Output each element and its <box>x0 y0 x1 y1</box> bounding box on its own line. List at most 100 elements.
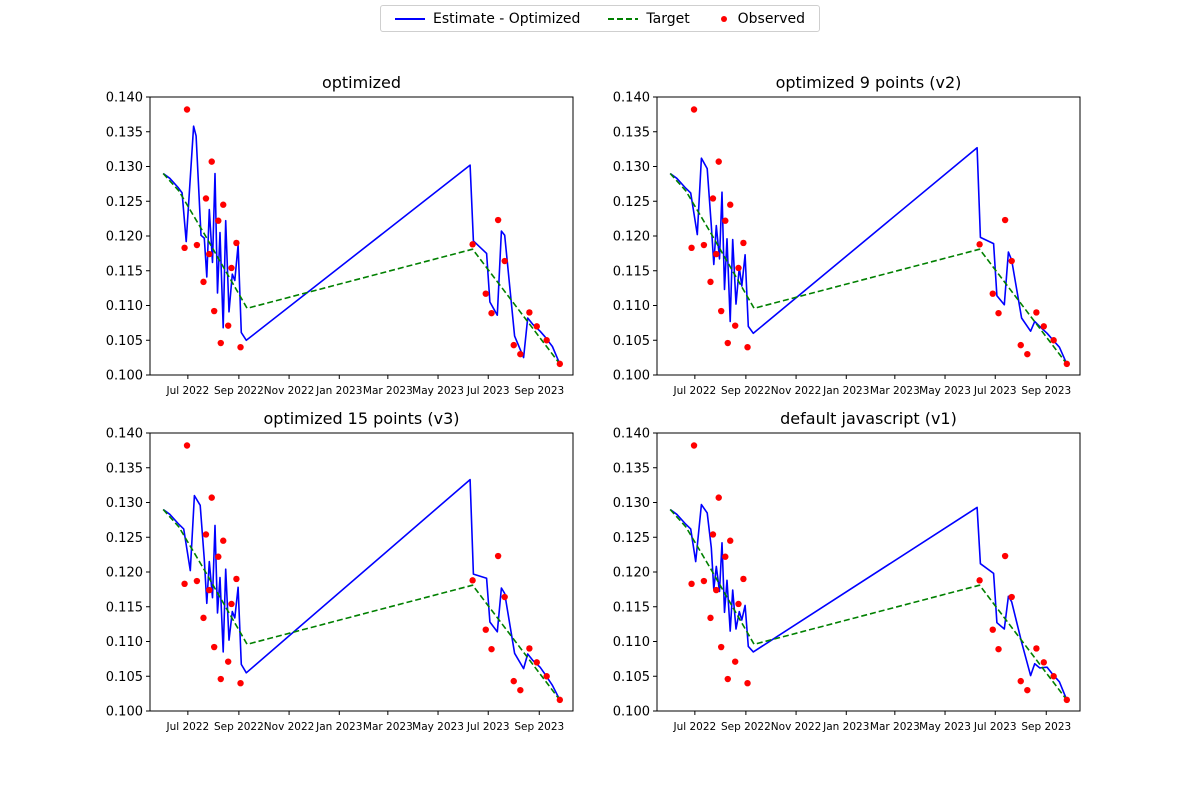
observed-point <box>543 337 550 344</box>
observed-point <box>744 344 751 351</box>
observed-point <box>482 626 489 633</box>
observed-point <box>727 201 734 208</box>
observed-point <box>193 241 201 249</box>
observed-point <box>208 494 215 501</box>
x-tick-label: Nov 2022 <box>264 721 315 733</box>
y-tick-label: 0.105 <box>106 670 143 685</box>
y-tick-label: 0.100 <box>613 705 650 720</box>
x-tick-label: Jul 2023 <box>466 721 510 733</box>
observed-point <box>1001 216 1009 224</box>
y-tick-label: 0.120 <box>613 566 650 581</box>
observed-point <box>715 158 722 165</box>
observed-point <box>1008 257 1015 265</box>
observed-point <box>224 322 232 329</box>
observed-point <box>501 593 508 601</box>
observed-point <box>510 677 517 685</box>
chart-panel-1: optimized 0.100 0.105 0.110 0.115 0.120 0.125 0… <box>106 73 574 397</box>
y-tick-label: 0.125 <box>106 531 143 546</box>
observed-point <box>210 643 218 651</box>
observed-point <box>690 442 698 449</box>
observed-point <box>688 244 695 252</box>
observed-point <box>709 195 717 202</box>
y-tick-label: 0.130 <box>106 496 143 511</box>
legend-label-observed: Observed <box>737 10 805 27</box>
target-line <box>669 172 1068 365</box>
legend-item-observed: Observed <box>718 11 805 27</box>
x-tick-label: Nov 2022 <box>771 721 822 733</box>
observed-point <box>526 309 533 316</box>
x-tick-label: Mar 2023 <box>363 721 413 733</box>
observed-point <box>700 577 708 585</box>
y-tick-label: 0.105 <box>613 670 650 685</box>
observed-point <box>1040 323 1047 330</box>
observed-point <box>727 537 734 544</box>
x-tick-label: Jan 2023 <box>822 385 869 397</box>
observed-point <box>494 552 502 560</box>
observed-point <box>526 645 533 652</box>
observed-point <box>469 577 476 584</box>
legend-label-estimate: Estimate - Optimized <box>432 10 581 27</box>
observed-point <box>740 239 747 247</box>
y-tick-label: 0.130 <box>106 160 143 175</box>
observed-point <box>510 341 517 349</box>
observed-point <box>722 217 729 224</box>
x-tick-label: Mar 2023 <box>363 385 413 397</box>
observed-point <box>206 250 213 258</box>
x-tick-label: May 2023 <box>919 721 971 733</box>
observed-point <box>995 309 1002 317</box>
x-tick-label: Sep 2022 <box>214 385 264 397</box>
y-tick-label: 0.135 <box>106 125 143 140</box>
observed-point <box>707 614 714 622</box>
target-line <box>162 172 561 365</box>
legend-line-solid-icon <box>394 17 425 20</box>
estimate-line <box>669 503 1068 701</box>
observed-point <box>215 217 222 224</box>
observed-point <box>183 442 191 449</box>
observed-point <box>494 216 502 224</box>
observed-point <box>1024 686 1031 694</box>
chart-title: optimized 9 points (v2) <box>776 73 962 92</box>
observed-point <box>989 290 996 297</box>
observed-point <box>488 645 495 653</box>
observed-point <box>1063 696 1071 704</box>
observed-point <box>217 339 224 347</box>
observed-point <box>989 626 996 633</box>
chart-panel-4: default javascript (v1) 0.100 0.105 0.110 0.… <box>613 409 1081 733</box>
y-tick-label: 0.140 <box>613 91 650 106</box>
x-tick-label: May 2023 <box>412 721 464 733</box>
observed-point <box>735 600 742 608</box>
x-tick-label: Sep 2023 <box>514 721 564 733</box>
x-tick-label: Jul 2022 <box>672 385 716 397</box>
observed-point <box>215 553 222 560</box>
y-tick-label: 0.110 <box>613 299 650 314</box>
observed-point <box>717 643 725 651</box>
y-tick-label: 0.135 <box>613 125 650 140</box>
y-tick-label: 0.100 <box>106 369 143 384</box>
y-tick-label: 0.110 <box>106 635 143 650</box>
observed-point <box>700 241 708 249</box>
observed-point <box>556 360 564 368</box>
observed-point <box>533 659 540 666</box>
y-tick-label: 0.120 <box>613 230 650 245</box>
chart-panel-2: optimized 9 points (v2) 0.100 0.105 0.110 0.… <box>613 73 1081 397</box>
observed-point <box>220 537 227 544</box>
x-tick-label: Mar 2023 <box>870 385 920 397</box>
y-tick-label: 0.140 <box>106 427 143 442</box>
observed-point <box>709 531 717 538</box>
observed-point <box>193 577 201 585</box>
observed-point <box>237 344 244 351</box>
observed-point <box>200 614 207 622</box>
observed-point <box>722 553 729 560</box>
x-tick-label: Jul 2022 <box>165 721 209 733</box>
observed-point <box>724 675 731 683</box>
observed-point <box>1050 337 1057 344</box>
observed-point <box>976 241 983 248</box>
observed-point <box>713 586 720 594</box>
observed-point <box>517 350 524 358</box>
observed-point <box>181 580 188 588</box>
observed-point <box>715 494 722 501</box>
plot-frame <box>656 96 1081 376</box>
observed-point <box>202 531 210 538</box>
observed-point <box>1024 350 1031 358</box>
target-line <box>162 508 561 701</box>
